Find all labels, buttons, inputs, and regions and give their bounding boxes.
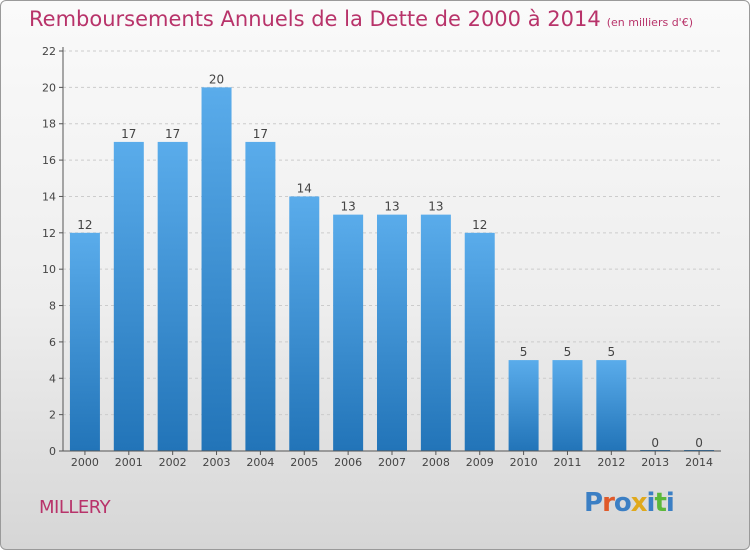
- x-tick-label: 2001: [115, 456, 143, 469]
- y-tick-label: 12: [42, 227, 56, 240]
- y-tick-label: 20: [42, 81, 56, 94]
- y-tick-label: 22: [42, 45, 56, 58]
- bar: [201, 87, 232, 451]
- logo-letter: i: [665, 488, 675, 518]
- bars: 12 17 17 20 17 14 13 13 13 12 5 5 5 0 0: [69, 72, 715, 451]
- x-tick-label: 2010: [510, 456, 538, 469]
- y-tick-label: 2: [49, 409, 56, 422]
- y-tick-label: 8: [49, 300, 56, 313]
- bar-value-label: 5: [564, 345, 572, 359]
- y-tick-label: 4: [49, 372, 56, 385]
- logo-letter: r: [602, 488, 615, 518]
- x-tick-label: 2002: [159, 456, 187, 469]
- y-tick-label: 6: [49, 336, 56, 349]
- bar-value-label: 12: [472, 218, 487, 232]
- x-tick-label: 2005: [290, 456, 318, 469]
- bar-value-label: 13: [384, 200, 399, 214]
- y-tick-label: 14: [42, 190, 56, 203]
- x-tick-label: 2013: [641, 456, 669, 469]
- chart-title-text: Remboursements Annuels de la Dette de 20…: [29, 7, 601, 31]
- logo-letter: t: [654, 488, 666, 518]
- x-tick-label: 2011: [553, 456, 581, 469]
- bar: [245, 141, 276, 451]
- x-tick-label: 2014: [685, 456, 713, 469]
- bar: [377, 214, 407, 451]
- commune-name: MILLERY: [39, 497, 111, 518]
- x-tick-label: 2000: [71, 456, 99, 469]
- x-tick-label: 2006: [334, 456, 362, 469]
- x-tick-label: 2007: [378, 456, 406, 469]
- y-tick-label: 0: [49, 445, 56, 458]
- x-tick-label: 2008: [422, 456, 450, 469]
- bar: [552, 360, 583, 451]
- chart-title: Remboursements Annuels de la Dette de 20…: [29, 7, 693, 31]
- y-tick-label: 10: [42, 263, 56, 276]
- bar: [113, 141, 144, 451]
- bar-value-label: 12: [77, 218, 92, 232]
- bar-value-label: 17: [121, 127, 136, 141]
- x-tick-label: 2003: [203, 456, 231, 469]
- bar-value-label: 0: [695, 436, 703, 450]
- bar-value-label: 5: [520, 345, 528, 359]
- chart-subtitle: (en milliers d'€): [606, 16, 693, 29]
- bar: [596, 360, 627, 451]
- x-tick-label: 2009: [466, 456, 494, 469]
- y-tick-label: 18: [42, 118, 56, 131]
- proxiti-logo: Proxiti: [584, 488, 675, 518]
- bar-value-label: 5: [608, 345, 616, 359]
- bar: [69, 232, 100, 451]
- logo-letter: o: [613, 488, 632, 518]
- bar: [508, 360, 539, 451]
- bar: [420, 214, 451, 451]
- bar-value-label: 13: [428, 200, 443, 214]
- bar-value-label: 17: [165, 127, 180, 141]
- bar-value-label: 0: [651, 436, 659, 450]
- x-tick-label: 2012: [597, 456, 625, 469]
- bar-value-label: 20: [209, 72, 224, 86]
- bar: [157, 141, 188, 451]
- logo-letter: P: [584, 488, 603, 518]
- x-tick-label: 2004: [246, 456, 274, 469]
- bar-value-label: 14: [297, 181, 312, 195]
- bar: [289, 196, 320, 451]
- y-tick-label: 16: [42, 154, 56, 167]
- bar-value-label: 17: [253, 127, 268, 141]
- logo-letter: i: [646, 488, 656, 518]
- logo-letter: x: [630, 488, 648, 518]
- bar-value-label: 13: [340, 200, 355, 214]
- bar: [333, 214, 364, 451]
- bar: [464, 232, 495, 451]
